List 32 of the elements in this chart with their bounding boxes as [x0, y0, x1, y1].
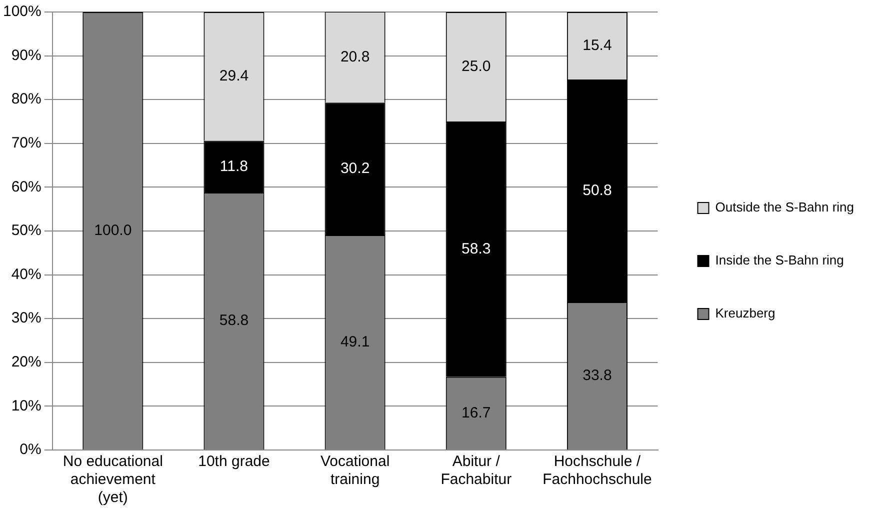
data-label: 25.0 — [462, 58, 491, 75]
data-label: 58.8 — [219, 312, 249, 330]
data-label: 30.2 — [340, 160, 370, 177]
data-label: 33.8 — [582, 366, 612, 384]
y-tick-label: 30% — [11, 310, 42, 327]
data-label: 11.8 — [220, 158, 248, 175]
y-tick-label: 50% — [11, 222, 42, 240]
data-label: 16.7 — [462, 404, 491, 422]
data-label: 20.8 — [340, 48, 370, 66]
y-tick-label: 0% — [20, 441, 42, 458]
y-tick-label: 20% — [11, 354, 42, 371]
y-tick-label: 60% — [11, 178, 42, 196]
y-tick-label: 100% — [2, 3, 42, 20]
y-tick-label: 80% — [11, 90, 42, 108]
data-label: 29.4 — [219, 68, 249, 85]
data-label: 58.3 — [462, 240, 491, 258]
legend-label: Outside the S-Bahn ring — [715, 200, 854, 215]
data-label: 50.8 — [582, 182, 612, 199]
y-tick-label: 10% — [11, 397, 42, 414]
y-tick-label: 70% — [11, 134, 42, 152]
x-tick-label: No educational achievement (yet) — [62, 453, 163, 506]
y-tick-label: 90% — [11, 46, 42, 64]
x-tick-label: Vocational training — [320, 453, 390, 488]
data-label: 49.1 — [340, 333, 370, 350]
legend-label: Kreuzberg — [715, 306, 776, 321]
data-label: 15.4 — [582, 36, 612, 54]
data-label: 100.0 — [94, 222, 132, 239]
x-tick-label: Abitur / Fachabitur — [440, 453, 512, 488]
x-tick-label: Hochschule / Fachhochschule — [542, 453, 652, 488]
legend-label: Inside the S-Bahn ring — [715, 252, 844, 268]
x-tick-label: 10th grade — [198, 453, 270, 470]
y-tick-label: 40% — [11, 266, 42, 283]
